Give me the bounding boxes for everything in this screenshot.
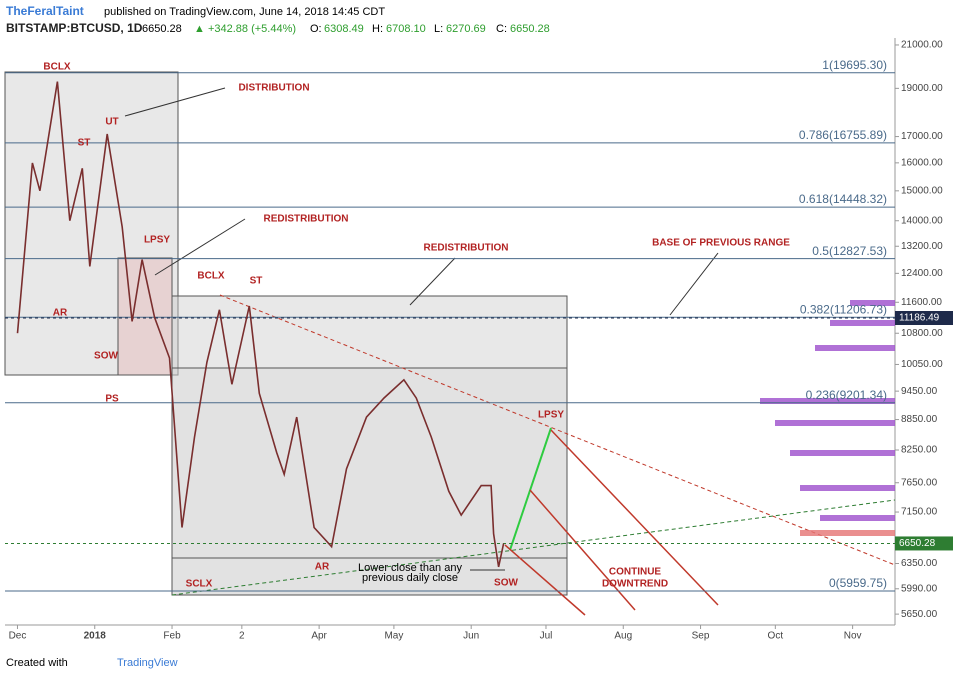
annotation: LPSY (144, 235, 170, 246)
range-box (171, 295, 568, 596)
annotation: REDISTRIBUTION (424, 243, 509, 254)
annotation: BASE OF PREVIOUS RANGE (652, 238, 790, 249)
x-tick-label: Aug (614, 631, 632, 642)
fib-label: 0.618(14448.32) (799, 192, 887, 206)
x-tick-label: Jul (540, 631, 553, 642)
price-tag-label: 6650.28 (899, 538, 936, 549)
y-tick-label: 5990.00 (901, 583, 938, 594)
x-tick-label: 2 (239, 631, 245, 642)
author[interactable]: TheFeralTaint (6, 4, 84, 18)
fib-label: 0.382(11206.73) (800, 302, 887, 316)
annotation: AR (53, 308, 68, 319)
fib-label: 0(5959.75) (829, 576, 887, 590)
down-trendline (219, 294, 896, 566)
low: 6270.69 (446, 23, 486, 35)
high: 6708.10 (386, 23, 426, 35)
created-with: Created with (6, 657, 68, 669)
x-tick-label: Dec (9, 631, 27, 642)
annotation: CONTINUE (609, 567, 662, 578)
y-tick-label: 12400.00 (901, 268, 943, 279)
x-tick-label: Nov (844, 631, 862, 642)
open: 6308.49 (324, 23, 364, 35)
annotation: SOW (494, 578, 518, 589)
published: published on TradingView.com, June 14, 2… (104, 6, 385, 18)
x-tick-label: May (384, 631, 403, 642)
annotation: UT (105, 117, 118, 128)
x-tick-label: Jun (463, 631, 479, 642)
y-tick-label: 9450.00 (901, 386, 938, 397)
annotation: AR (315, 562, 330, 573)
annotation: ST (250, 276, 263, 287)
fib-label: 0.236(9201.34) (806, 388, 887, 402)
annotation: DOWNTREND (602, 579, 668, 590)
annotation: previous daily close (362, 572, 458, 584)
change: ▲ +342.88 (+5.44%) (194, 23, 296, 35)
annotation: BCLX (43, 62, 71, 73)
y-tick-label: 10050.00 (901, 359, 943, 370)
footer: Created with TradingView (6, 657, 178, 669)
projection-down (504, 429, 719, 616)
trendlines (124, 87, 896, 616)
symbol: BITSTAMP:BTCUSD, 1D (6, 21, 143, 35)
up-trendline (171, 499, 896, 596)
y-tick-label: 15000.00 (901, 185, 943, 196)
close: 6650.28 (510, 23, 550, 35)
high-label: H: (372, 23, 383, 35)
fib-label: 1(19695.30) (822, 58, 887, 72)
low-label: L: (434, 23, 443, 35)
y-tick-label: 6350.00 (901, 558, 938, 569)
distribution-box (4, 71, 179, 376)
x-tick-label: Sep (692, 631, 710, 642)
price-tag (895, 311, 953, 326)
brand[interactable]: TradingView (117, 657, 178, 669)
price-tag (895, 536, 953, 551)
redistribution-box (117, 257, 173, 376)
y-tick-label: 11600.00 (901, 297, 942, 308)
fib-label: 0.786(16755.89) (799, 128, 887, 142)
boxes (4, 71, 568, 596)
x-tick-label: Apr (311, 631, 327, 642)
annotation: SOW (94, 351, 118, 362)
annotation: BCLX (197, 271, 225, 282)
y-tick-label: 19000.00 (901, 83, 943, 94)
y-tick-label: 16000.00 (901, 157, 943, 168)
y-tick-label: 21000.00 (901, 40, 943, 51)
annotation: LPSY (538, 410, 564, 421)
annotation: REDISTRIBUTION (264, 214, 349, 225)
pointer-arrows (124, 87, 719, 571)
y-tick-label: 10800.00 (901, 328, 943, 339)
price-line-series (16, 81, 505, 568)
x-tick-label: 2018 (84, 631, 107, 642)
y-tick-label: 7150.00 (901, 507, 938, 518)
price-tag-label: 11186.49 (899, 313, 940, 324)
annotation: ST (78, 138, 91, 149)
y-tick-label: 8850.00 (901, 414, 938, 425)
x-tick-label: Oct (768, 631, 784, 642)
fib-label: 0.5(12827.53) (812, 244, 887, 258)
annotation: SCLX (186, 579, 213, 590)
y-tick-label: 5650.00 (901, 609, 938, 620)
open-label: O: (310, 23, 322, 35)
last: 6650.28 (142, 23, 182, 35)
annotation: PS (105, 394, 119, 405)
y-tick-label: 8250.00 (901, 445, 938, 456)
y-tick-label: 17000.00 (901, 131, 943, 142)
projection-up (509, 427, 552, 551)
y-tick-label: 13200.00 (901, 241, 943, 252)
close-label: C: (496, 23, 507, 35)
y-tick-label: 14000.00 (901, 215, 943, 226)
annotation: DISTRIBUTION (238, 83, 309, 94)
x-tick-label: Feb (163, 631, 181, 642)
volume-profile (760, 300, 895, 536)
y-tick-label: 7650.00 (901, 477, 938, 488)
annotation: Lower close than any (358, 562, 462, 574)
